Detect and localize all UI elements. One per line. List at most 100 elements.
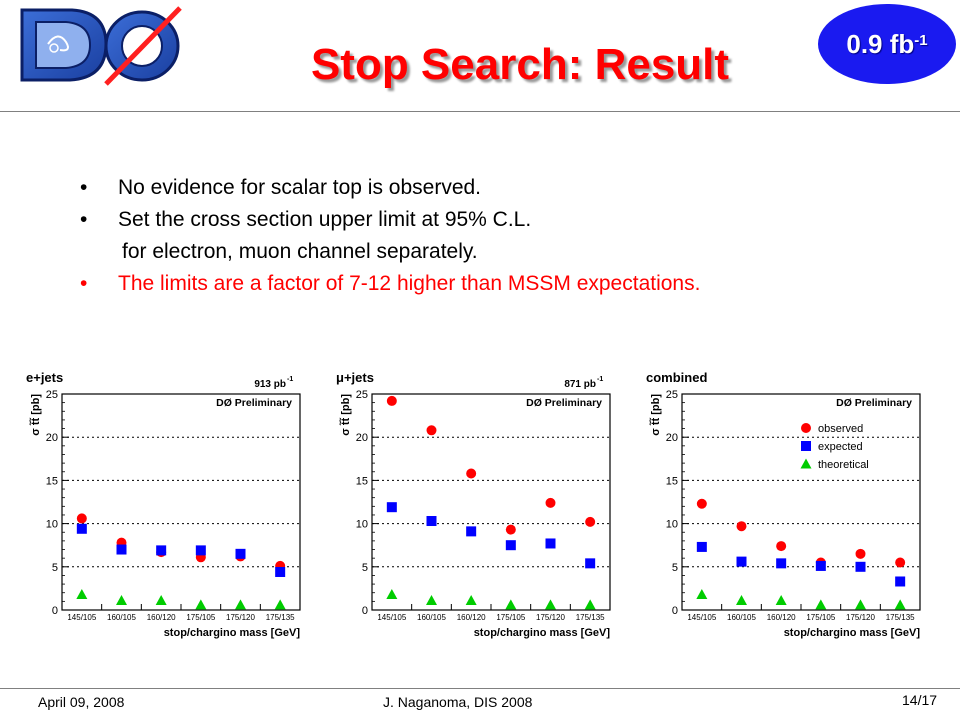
plot-frame [371, 393, 611, 611]
chart-title: μ+jets [336, 370, 374, 385]
legend-marker-observed [801, 423, 811, 433]
data-point-observed [895, 557, 906, 568]
luminosity-badge: 0.9 fb -1 [818, 4, 956, 84]
footer-date: April 09, 2008 [38, 694, 125, 710]
x-tick-label: 145/105 [377, 613, 406, 622]
chart-title: combined [646, 370, 707, 385]
bullet-marker: • [80, 208, 88, 231]
x-tick-label: 175/105 [496, 613, 525, 622]
chart-e-jets: 0 5 10 15 20 25 145/105 160/105 160/120 175/105 17… [18, 364, 318, 644]
data-point-expected [386, 502, 397, 513]
data-point-expected [195, 545, 206, 556]
bullet-item: • Set the cross section upper limit at 9… [80, 204, 940, 236]
bullet-item: • No evidence for scalar top is observed… [80, 172, 940, 204]
y-tick-label: 10 [46, 519, 58, 531]
footer-author: J. Naganoma, DIS 2008 [383, 694, 533, 710]
data-point-theoretical [505, 599, 517, 610]
x-tick-label: 175/120 [846, 613, 875, 622]
data-point-expected [815, 560, 826, 571]
y-tick-label: 5 [52, 562, 58, 574]
chart-combined: 0 5 10 15 20 25 145/105 160/105 160/120 175/105 17… [638, 364, 938, 644]
legend-label: observed [818, 423, 863, 435]
bullet-marker: • [80, 272, 88, 295]
data-point-expected [235, 548, 246, 559]
bullet-marker: • [80, 176, 88, 199]
y-tick-label: 20 [356, 432, 368, 444]
y-tick-label: 20 [46, 432, 58, 444]
luminosity-exponent: -1 [287, 376, 293, 383]
data-point-theoretical [696, 588, 708, 599]
chart-mu-jets: 0 5 10 15 20 25 145/105 160/105 160/120 175/105 17… [328, 364, 628, 644]
header-divider [0, 111, 960, 112]
data-point-expected [895, 576, 906, 587]
data-point-expected [776, 558, 787, 569]
data-point-expected [76, 523, 87, 534]
y-tick-label: 25 [356, 389, 368, 401]
data-point-theoretical [116, 594, 127, 605]
data-point-expected [545, 538, 556, 549]
data-point-theoretical [465, 594, 477, 605]
y-tick-label: 20 [666, 432, 678, 444]
chart-annotation: DØ Preliminary [526, 397, 602, 409]
x-tick-label: 160/105 [417, 613, 446, 622]
y-tick-label: 25 [46, 389, 58, 401]
data-point-observed [545, 497, 556, 508]
x-tick-label: 145/105 [67, 613, 96, 622]
luminosity-badge-value: 0.9 fb [846, 28, 915, 59]
data-point-expected [156, 545, 167, 556]
luminosity-label: 871 pb [564, 379, 596, 390]
chart-title: e+jets [26, 370, 63, 385]
y-axis-label: σ t̃t̃ [pb] [649, 394, 662, 436]
legend-label: theoretical [818, 459, 869, 471]
plot-frame [61, 393, 301, 611]
y-tick-label: 15 [666, 475, 678, 487]
data-point-expected [736, 556, 747, 567]
y-tick-label: 5 [362, 562, 368, 574]
bullet-continuation: for electron, muon channel separately. [80, 236, 940, 268]
data-point-theoretical [815, 599, 827, 610]
data-point-observed [505, 524, 516, 535]
y-tick-label: 0 [672, 605, 678, 617]
x-axis-label: stop/chargino mass [GeV] [784, 627, 921, 639]
x-tick-label: 175/120 [226, 613, 255, 622]
data-point-observed [736, 521, 747, 532]
y-tick-label: 0 [362, 605, 368, 617]
chart-svg: 0 5 10 15 20 25 145/105 160/105 160/120 175/105 17… [646, 370, 921, 639]
legend-marker-expected [801, 441, 811, 451]
x-tick-label: 160/105 [727, 613, 756, 622]
footer-page-number: 14/17 [902, 692, 938, 708]
x-tick-label: 160/105 [107, 613, 136, 622]
plot-frame [681, 393, 921, 611]
x-tick-label: 175/105 [186, 613, 215, 622]
data-point-theoretical [736, 594, 747, 605]
data-point-observed [76, 513, 87, 524]
data-point-theoretical [426, 594, 437, 605]
x-tick-label: 175/135 [266, 613, 295, 622]
data-point-theoretical [274, 599, 286, 610]
x-axis-label: stop/chargino mass [GeV] [164, 627, 301, 639]
y-tick-label: 10 [666, 519, 678, 531]
y-tick-label: 5 [672, 562, 678, 574]
x-tick-label: 160/120 [767, 613, 796, 622]
dzero-logo [10, 4, 190, 86]
bullet-item: • The limits are a factor of 7-12 higher… [80, 268, 940, 300]
data-point-observed [386, 395, 397, 406]
y-axis-label: σ t̃t̃ [pb] [29, 394, 42, 436]
data-point-theoretical [195, 599, 207, 610]
data-point-expected [466, 526, 477, 537]
data-point-theoretical [76, 588, 88, 599]
data-point-expected [426, 516, 437, 527]
data-point-expected [116, 544, 127, 555]
data-point-theoretical [155, 594, 167, 605]
luminosity-badge-exponent: -1 [914, 31, 928, 49]
y-tick-label: 25 [666, 389, 678, 401]
slide-title: Stop Search: Result [310, 40, 730, 89]
bullet-text: The limits are a factor of 7-12 higher t… [118, 272, 701, 295]
x-tick-label: 175/135 [576, 613, 605, 622]
bullet-text: No evidence for scalar top is observed. [118, 176, 482, 199]
data-point-expected [585, 558, 596, 569]
data-point-observed [855, 548, 866, 559]
luminosity-label: 913 pb [254, 379, 286, 390]
x-tick-label: 160/120 [147, 613, 176, 622]
y-tick-label: 15 [46, 475, 58, 487]
